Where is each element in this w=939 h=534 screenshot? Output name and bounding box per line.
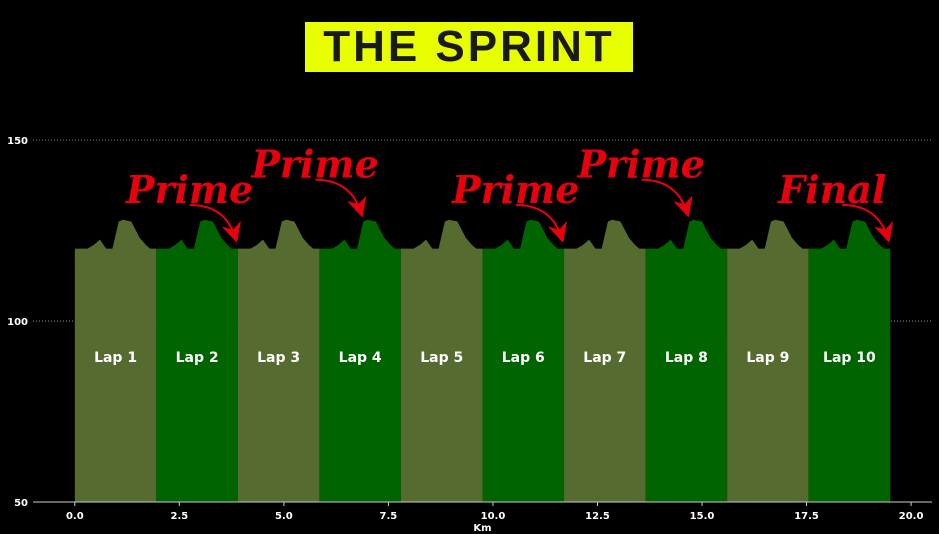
title-banner: THE SPRINT	[305, 22, 633, 72]
annotation-arrow-5	[842, 204, 894, 243]
lap-label-1: Lap 1	[94, 350, 137, 366]
annotation-label-5: Final	[777, 167, 886, 212]
lap-area-3	[237, 219, 320, 502]
lap-area-10	[808, 219, 891, 502]
lap-label-10: Lap 10	[823, 350, 876, 366]
lap-label-6: Lap 6	[502, 350, 545, 366]
lap-label-7: Lap 7	[583, 350, 626, 366]
x-tick-label-6: 15.0	[690, 511, 715, 522]
lap-label-4: Lap 4	[339, 350, 382, 366]
chart-title: THE SPRINT	[323, 22, 615, 71]
lap-label-9: Lap 9	[746, 350, 789, 366]
x-tick-label-3: 7.5	[380, 511, 398, 522]
y-tick-label-1: 100	[7, 317, 28, 328]
x-tick-label-8: 20.0	[899, 511, 924, 522]
x-tick-label-2: 5.0	[275, 511, 293, 522]
annotation-label-3: Prime	[451, 167, 579, 212]
x-tick-label-5: 12.5	[585, 511, 610, 522]
annotation-arrow-2	[315, 178, 367, 218]
lap-area-8	[645, 219, 728, 502]
lap-area-9	[727, 219, 809, 502]
x-axis-label: Km	[473, 523, 491, 534]
ticks-layer: 0.0 2.5 5.0 7.5 10.0 12.5 15.0 17.5 20.0 50 100 150	[7, 136, 923, 522]
annotation-arrow-1	[189, 204, 241, 243]
lap-label-2: Lap 2	[176, 350, 219, 366]
lap-area-2	[156, 219, 238, 502]
annotation-label-4: Prime	[576, 142, 704, 187]
annotation-arrow-3	[516, 204, 568, 243]
lap-area-6	[482, 219, 565, 502]
x-tick-label-0: 0.0	[66, 511, 84, 522]
y-tick-label-0: 50	[14, 498, 28, 509]
lap-label-8: Lap 8	[665, 350, 708, 366]
laps-layer: Lap 1 Lap 2 Lap 3 Lap 4 Lap 5 Lap 6 Lap 7 Lap 8…	[74, 219, 891, 502]
lap-area-7	[564, 219, 646, 502]
annotation-label-1: Prime	[125, 167, 253, 212]
lap-area-5	[400, 219, 483, 502]
lap-area-1	[74, 219, 157, 502]
x-tick-label-1: 2.5	[170, 511, 188, 522]
annotation-arrow-4	[641, 178, 693, 218]
lap-label-3: Lap 3	[257, 350, 300, 366]
x-tick-label-4: 10.0	[481, 511, 506, 522]
annotation-label-2: Prime	[250, 142, 378, 187]
lap-label-5: Lap 5	[420, 350, 463, 366]
x-tick-label-7: 17.5	[794, 511, 819, 522]
y-tick-label-2: 150	[7, 136, 28, 147]
lap-area-4	[319, 219, 401, 502]
